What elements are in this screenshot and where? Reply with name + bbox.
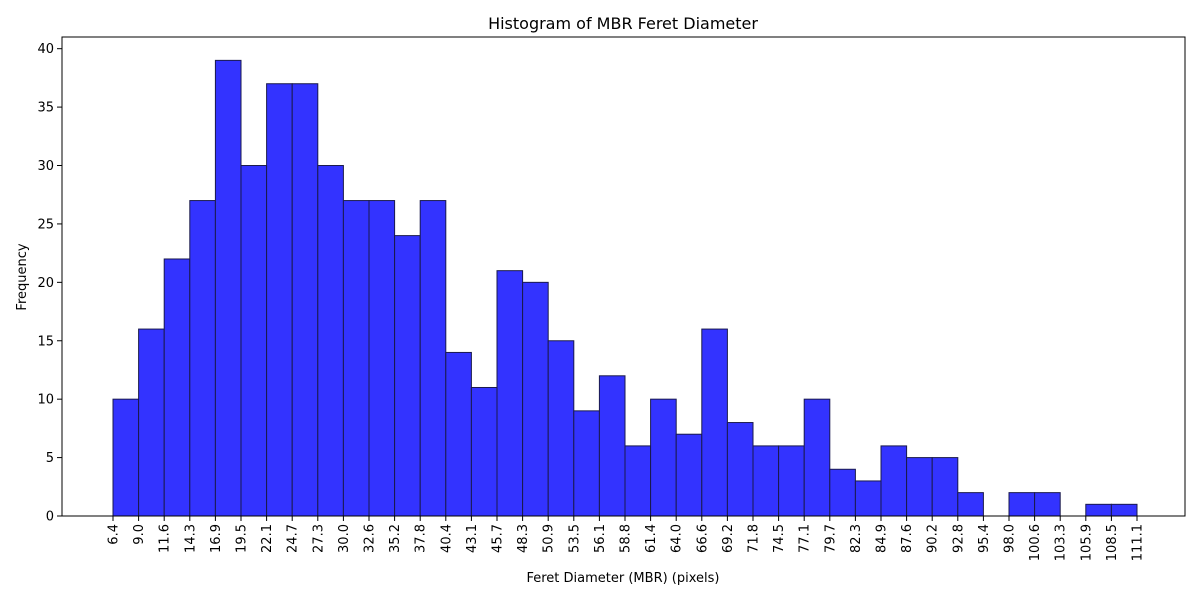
x-tick-label: 27.3	[311, 524, 326, 553]
histogram-bar	[880, 445, 908, 517]
x-tick-label: 32.6	[363, 524, 378, 553]
histogram-bar	[829, 468, 856, 517]
x-tick-label: 53.5	[567, 524, 582, 553]
histogram-bar	[163, 258, 191, 517]
histogram-bar	[342, 200, 370, 517]
x-tick-label: 56.1	[593, 524, 608, 553]
y-tick-label: 0	[46, 510, 54, 525]
histogram-bar	[931, 457, 959, 517]
x-axis: 6.4 9.0 11.6 14.3 16.9 19.5 22.1 24.7 27.3 30.0 32…	[107, 516, 1146, 561]
x-tick-label: 9.0	[132, 524, 147, 545]
y-tick-label: 10	[37, 393, 54, 408]
histogram-bar	[189, 200, 216, 517]
y-tick-label: 40	[37, 42, 54, 57]
histogram-bar	[726, 422, 754, 517]
x-tick-label: 30.0	[337, 524, 352, 553]
histogram-bar	[701, 328, 728, 517]
x-tick-label: 43.1	[465, 524, 480, 553]
x-tick-label: 40.4	[439, 524, 454, 553]
x-axis-label: Feret Diameter (MBR) (pixels)	[526, 571, 719, 586]
histogram-bar	[1034, 492, 1061, 517]
x-tick-label: 105.9	[1079, 524, 1094, 561]
histogram-bar	[240, 165, 268, 517]
y-axis: 0 5 10 15 20 25 30 35 40	[37, 42, 62, 525]
x-tick-label: 98.0	[1003, 524, 1018, 553]
x-tick-label: 11.6	[158, 524, 173, 553]
x-tick-label: 77.1	[798, 524, 813, 553]
histogram-bar	[906, 457, 933, 517]
histogram-bar	[394, 235, 421, 517]
x-tick-label: 48.3	[516, 524, 531, 553]
histogram-bar	[957, 492, 984, 517]
y-tick-label: 35	[37, 101, 54, 116]
x-tick-label: 90.2	[926, 524, 941, 553]
y-tick-label: 20	[37, 276, 54, 291]
x-tick-label: 108.5	[1105, 524, 1120, 561]
y-tick-label: 15	[37, 334, 54, 349]
histogram-bar	[650, 398, 677, 517]
x-tick-label: 71.8	[747, 524, 762, 553]
histogram-bar	[675, 433, 703, 517]
x-tick-label: 84.9	[875, 524, 890, 553]
histogram-bar	[138, 328, 165, 517]
histogram-bar	[470, 386, 498, 517]
x-tick-label: 61.4	[644, 524, 659, 553]
y-tick-label: 25	[37, 217, 54, 232]
x-tick-label: 14.3	[183, 524, 198, 553]
histogram-bar	[1085, 503, 1112, 517]
y-tick-label: 5	[46, 451, 54, 466]
histogram-bar	[317, 165, 344, 517]
x-tick-label: 92.8	[951, 524, 966, 553]
histogram-bar	[778, 445, 805, 517]
histogram-bar	[752, 445, 780, 517]
x-tick-label: 87.6	[900, 524, 915, 553]
histogram-bar	[368, 200, 396, 517]
x-tick-label: 95.4	[977, 524, 992, 553]
x-tick-label: 35.2	[388, 524, 403, 553]
histogram-bar	[291, 83, 319, 517]
x-tick-label: 100.6	[1028, 524, 1043, 561]
x-tick-label: 6.4	[107, 524, 122, 545]
histogram-bar	[419, 200, 447, 517]
x-tick-label: 45.7	[491, 524, 506, 553]
histogram-bar	[266, 83, 293, 517]
x-tick-label: 37.8	[414, 524, 429, 553]
histogram-bar	[1008, 492, 1036, 517]
bars-group	[112, 59, 1138, 517]
x-tick-label: 24.7	[286, 524, 301, 553]
x-tick-label: 74.5	[772, 524, 787, 553]
x-tick-label: 79.7	[823, 524, 838, 553]
histogram-bar	[522, 281, 549, 517]
histogram-bar	[1110, 503, 1138, 517]
x-tick-label: 69.2	[721, 524, 736, 553]
x-tick-label: 22.1	[260, 524, 275, 553]
x-tick-label: 103.3	[1054, 524, 1069, 561]
y-axis-label: Frequency	[15, 243, 30, 310]
histogram-bar	[547, 340, 575, 517]
histogram-bar	[445, 351, 472, 517]
y-tick-label: 30	[37, 159, 54, 174]
histogram-bar	[573, 410, 600, 517]
histogram-bar	[496, 270, 524, 517]
x-tick-label: 50.9	[542, 524, 557, 553]
x-tick-label: 58.8	[619, 524, 634, 553]
x-tick-label: 64.0	[670, 524, 685, 553]
histogram-bar	[598, 375, 626, 517]
x-tick-label: 82.3	[849, 524, 864, 553]
x-tick-label: 19.5	[235, 524, 250, 553]
x-tick-label: 111.1	[1131, 524, 1146, 561]
plot-frame	[61, 36, 1186, 517]
x-tick-label: 66.6	[695, 524, 710, 553]
chart-title: Histogram of MBR Feret Diameter	[488, 14, 758, 33]
histogram-bar	[803, 398, 831, 517]
histogram-bar	[112, 398, 140, 517]
histogram-bar	[214, 59, 242, 517]
histogram-bar	[854, 480, 882, 517]
x-tick-label: 16.9	[209, 524, 224, 553]
histogram-bar	[624, 445, 652, 517]
